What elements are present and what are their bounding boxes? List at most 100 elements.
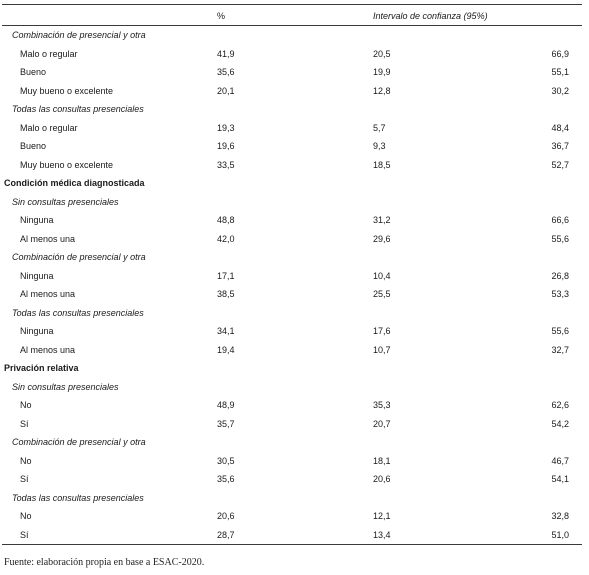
ci-upper-cell: 52,7 <box>551 159 569 170</box>
row-label: Combinación de presencial y otra <box>12 252 146 262</box>
percent-cell: 19,4 <box>217 344 235 355</box>
percent-cell: 30,5 <box>217 455 235 466</box>
percent-cell: 20,1 <box>217 85 235 96</box>
table-top-rule <box>2 4 582 5</box>
subgroup-row: Todas las consultas presenciales <box>2 489 582 508</box>
subgroup-row: Sin consultas presenciales <box>2 193 582 212</box>
row-label: Combinación de presencial y otra <box>12 437 146 447</box>
table-row: Al menos una 19,4 10,7 32,7 <box>2 341 582 360</box>
ci-lower-cell: 5,7 <box>373 122 386 133</box>
table-row: Bueno 19,6 9,3 36,7 <box>2 137 582 156</box>
ci-lower-cell: 10,7 <box>373 344 391 355</box>
table-row: Al menos una 42,0 29,6 55,6 <box>2 230 582 249</box>
percent-cell: 35,6 <box>217 474 235 484</box>
ci-upper-cell: 54,2 <box>551 418 569 429</box>
ci-upper-cell: 30,2 <box>551 85 569 96</box>
ci-upper-cell: 55,6 <box>551 233 569 244</box>
ci-upper-cell: 26,8 <box>551 270 569 281</box>
section-heading-row: Privación relativa <box>2 359 582 378</box>
ci-lower-cell: 10,4 <box>373 270 391 281</box>
table-row: Ninguna 48,8 31,2 66,6 <box>2 211 582 230</box>
ci-lower-cell: 9,3 <box>373 141 386 151</box>
row-label: Muy bueno o excelente <box>20 159 114 170</box>
ci-lower-cell: 18,1 <box>373 455 391 466</box>
row-label: Malo o regular <box>20 122 78 133</box>
source-note: Fuente: elaboración propia en base a ESA… <box>4 557 205 568</box>
ci-lower-cell: 12,8 <box>373 85 391 96</box>
percent-cell: 41,9 <box>217 48 235 59</box>
row-label: No <box>20 511 32 521</box>
subgroup-row: Combinación de presencial y otra <box>2 248 582 267</box>
ci-upper-cell: 48,4 <box>551 122 569 133</box>
header-percent: % <box>217 11 226 21</box>
ci-upper-cell: 55,6 <box>551 326 569 336</box>
percent-cell: 19,3 <box>217 122 235 133</box>
row-label: Condición médica diagnosticada <box>4 178 145 188</box>
ci-upper-cell: 62,6 <box>551 400 569 410</box>
row-label: Todas las consultas presenciales <box>12 307 144 318</box>
ci-lower-cell: 19,9 <box>373 67 391 77</box>
ci-upper-cell: 46,7 <box>551 455 569 466</box>
table-row: Muy bueno o excelente 33,5 18,5 52,7 <box>2 156 582 175</box>
percent-cell: 33,5 <box>217 159 235 170</box>
ci-lower-cell: 25,5 <box>373 289 391 299</box>
row-label: Ninguna <box>20 326 54 336</box>
ci-upper-cell: 55,1 <box>551 67 569 77</box>
percent-cell: 35,7 <box>217 418 235 429</box>
header-rule <box>2 25 582 26</box>
ci-upper-cell: 32,7 <box>551 344 569 355</box>
table-row: Ninguna 17,1 10,4 26,8 <box>2 267 582 286</box>
row-label: Ninguna <box>20 215 54 225</box>
subgroup-row: Todas las consultas presenciales <box>2 100 582 119</box>
ci-lower-cell: 35,3 <box>373 400 391 410</box>
table-row: Ninguna 34,1 17,6 55,6 <box>2 322 582 341</box>
table-row: Malo o regular 19,3 5,7 48,4 <box>2 119 582 138</box>
section-heading-row: Condición médica diagnosticada <box>2 174 582 193</box>
percent-cell: 17,1 <box>217 270 235 281</box>
header-confidence-interval: Intervalo de confianza (95%) <box>373 11 488 21</box>
subgroup-row: Combinación de presencial y otra <box>2 26 582 45</box>
data-table: % Intervalo de confianza (95%) Combinaci… <box>2 4 582 545</box>
row-label: No <box>20 400 32 410</box>
ci-upper-cell: 51,0 <box>551 529 569 540</box>
ci-upper-cell: 66,6 <box>551 215 569 225</box>
percent-cell: 20,6 <box>217 511 235 521</box>
percent-cell: 28,7 <box>217 529 235 540</box>
ci-lower-cell: 12,1 <box>373 511 391 521</box>
table-row: Al menos una 38,5 25,5 53,3 <box>2 285 582 304</box>
row-label: Sin consultas presenciales <box>12 196 119 207</box>
percent-cell: 38,5 <box>217 289 235 299</box>
row-label: Al menos una <box>20 289 76 299</box>
ci-upper-cell: 32,8 <box>551 511 569 521</box>
ci-lower-cell: 20,7 <box>373 418 391 429</box>
ci-lower-cell: 20,6 <box>373 474 391 484</box>
table-row: Sí 28,7 13,4 51,0 <box>2 526 582 545</box>
table-row: Sí 35,6 20,6 54,1 <box>2 470 582 489</box>
ci-lower-cell: 17,6 <box>373 326 391 336</box>
percent-cell: 35,6 <box>217 67 235 77</box>
ci-upper-cell: 66,9 <box>551 48 569 59</box>
table-row: No 30,5 18,1 46,7 <box>2 452 582 471</box>
ci-lower-cell: 13,4 <box>373 529 391 540</box>
subgroup-row: Combinación de presencial y otra <box>2 433 582 452</box>
row-label: Sí <box>20 474 29 484</box>
row-label: Bueno <box>20 141 47 151</box>
table-row: No 20,6 12,1 32,8 <box>2 507 582 526</box>
subgroup-row: Todas las consultas presenciales <box>2 304 582 323</box>
row-label: Al menos una <box>20 233 76 244</box>
ci-lower-cell: 31,2 <box>373 215 391 225</box>
table-row: Sí 35,7 20,7 54,2 <box>2 415 582 434</box>
row-label: Muy bueno o excelente <box>20 85 114 96</box>
table-body: Combinación de presencial y otra Malo o r… <box>2 26 582 544</box>
row-label: Todas las consultas presenciales <box>12 492 144 503</box>
row-label: Todas las consultas presenciales <box>12 104 144 114</box>
ci-upper-cell: 54,1 <box>551 474 569 484</box>
percent-cell: 48,9 <box>217 400 235 410</box>
row-label: Bueno <box>20 67 47 77</box>
row-label: Sí <box>20 418 29 429</box>
table-row: No 48,9 35,3 62,6 <box>2 396 582 415</box>
ci-lower-cell: 18,5 <box>373 159 391 170</box>
percent-cell: 19,6 <box>217 141 235 151</box>
row-label: Sí <box>20 529 29 540</box>
table-row: Bueno 35,6 19,9 55,1 <box>2 63 582 82</box>
